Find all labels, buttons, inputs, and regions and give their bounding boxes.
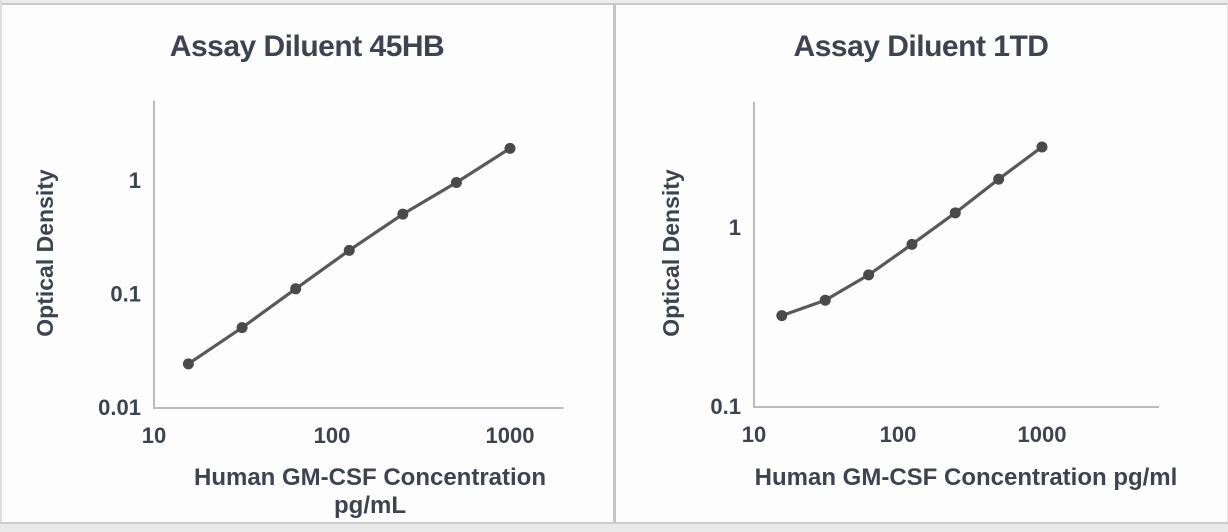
data-point-marker — [776, 310, 788, 322]
series-line — [780, 145, 1044, 318]
data-point-marker — [949, 207, 961, 219]
left-border — [0, 0, 2, 523]
x-tick-label: 1000 — [1018, 422, 1067, 447]
x-tick-label: 10 — [142, 423, 166, 448]
data-point-marker — [906, 238, 918, 250]
bottom-border — [0, 522, 1228, 524]
y-tick-label: 0.1 — [710, 394, 741, 419]
bottom-strip — [0, 524, 1228, 532]
x-tick-label: 100 — [314, 423, 351, 448]
data-point-marker — [182, 358, 194, 370]
y-tick-label: 0.1 — [110, 282, 141, 307]
x-tick-label: 1000 — [486, 423, 535, 448]
chart-panel-45hb: Assay Diluent 45HB Optical Density Human… — [32, 30, 564, 519]
data-point-marker — [343, 244, 355, 256]
x-axis-title: Human GM-CSF Concentration pg/ml — [754, 464, 1178, 491]
y-tick-label: 1 — [129, 168, 141, 193]
x-axis-title: Human GM-CSF Concentration pg/mL — [194, 464, 546, 519]
x-tick-label: 100 — [880, 422, 917, 447]
chart-title: Assay Diluent 1TD — [793, 30, 1049, 63]
plot-area-45hb: 10 100 1000 1 0.1 0.01 — [98, 100, 564, 448]
panel-divider — [613, 5, 616, 522]
data-point-marker — [290, 283, 302, 295]
y-tick-label: 1 — [729, 215, 741, 240]
chart-panel-1td: Assay Diluent 1TD Optical Density Human … — [614, 0, 1228, 532]
data-point-marker — [450, 177, 462, 189]
y-tick-label: 0.01 — [98, 395, 141, 420]
data-point-marker — [993, 173, 1005, 185]
data-point-marker — [397, 208, 409, 220]
data-point-marker — [236, 322, 248, 334]
series-line — [186, 146, 512, 366]
top-strip — [0, 0, 1228, 3]
data-point-marker — [819, 294, 831, 306]
plot-area-1td: 10 100 1000 1 0.1 — [710, 101, 1160, 447]
data-point-marker — [1036, 141, 1048, 153]
x-tick-label: 10 — [742, 422, 766, 447]
data-point-marker — [863, 269, 875, 281]
top-border — [0, 3, 1228, 5]
chart-title: Assay Diluent 45HB — [169, 30, 445, 63]
data-point-marker — [504, 142, 516, 154]
